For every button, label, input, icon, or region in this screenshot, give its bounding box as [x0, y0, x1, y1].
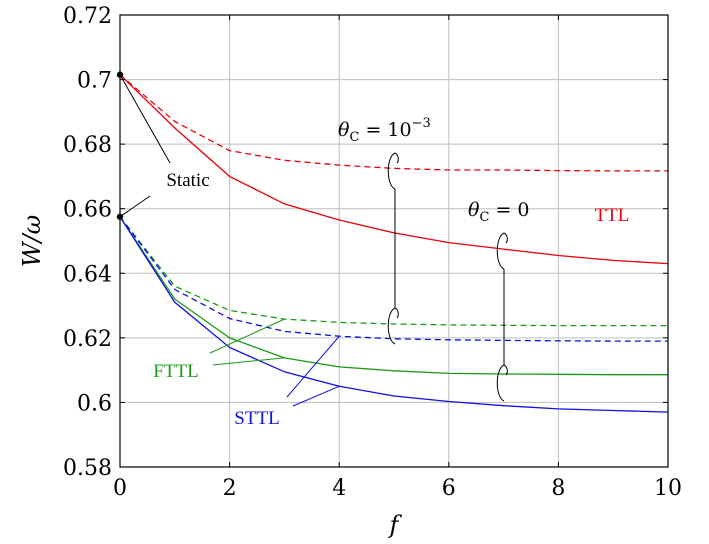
series-line-4: [119, 216, 668, 342]
x-tick-label: 6: [442, 476, 456, 501]
series-line-1: [119, 74, 669, 265]
series-line-0: [119, 74, 668, 172]
sttl-leader-line: [292, 385, 340, 407]
static-leader-line: [119, 195, 151, 218]
axis-ticks: 0 2 4 6 8 10 0.58 0.6 0.62 0.64 0.66 0.68 0.7 0.72: [63, 4, 682, 501]
theta-symbol: θ: [468, 199, 480, 221]
theta-bracket-dashed-green-blue: [387, 307, 399, 345]
fttl-leader-line: [212, 357, 285, 366]
theta-bracket-solid-green-blue: [496, 364, 508, 402]
theta-label-0: θC = 10−3: [338, 116, 431, 145]
x-tick-label: 2: [223, 476, 237, 501]
grid: [120, 15, 668, 467]
x-axis-label: f: [388, 511, 403, 539]
y-tick-label: 0.72: [63, 4, 112, 29]
group-label-ttl: TTL: [595, 205, 630, 226]
series-lines: [119, 74, 669, 413]
x-tick-label: 4: [332, 476, 346, 501]
x-tick-label: 8: [551, 476, 565, 501]
theta-symbol: θ: [338, 119, 350, 141]
y-tick-label: 0.68: [63, 133, 112, 158]
plot-frame: [119, 14, 669, 468]
x-tick-label: 0: [113, 476, 127, 501]
series-line-2: [119, 216, 668, 327]
theta-relation: = 0: [489, 199, 529, 221]
sttl-leader-line: [286, 335, 340, 398]
y-tick-label: 0.66: [63, 198, 112, 223]
x-tick-label: 10: [654, 476, 682, 501]
group-label-sttl: STTL: [234, 408, 279, 429]
theta-exponent: −3: [412, 116, 431, 131]
y-tick-label: 0.6: [77, 391, 112, 416]
y-tick-label: 0.62: [63, 327, 112, 352]
theta-subscript: C: [479, 210, 489, 225]
series-line-5: [119, 216, 669, 413]
y-axis-label: W/ω: [18, 215, 46, 267]
theta-subscript: C: [349, 130, 359, 145]
theta-bracket-dashed-red: [387, 152, 399, 190]
group-label-fttl: FTTL: [153, 361, 198, 382]
static-leader-line: [119, 74, 171, 164]
y-tick-label: 0.64: [63, 262, 112, 287]
static-label: Static: [166, 170, 209, 191]
y-tick-label: 0.7: [77, 69, 112, 94]
series-line-3: [119, 216, 668, 376]
theta-label-1: θC = 0: [468, 199, 530, 225]
fttl-leader-line: [209, 318, 285, 354]
y-tick-label: 0.58: [63, 456, 112, 481]
theta-bracket-solid-red: [496, 232, 508, 270]
theta-relation: = 10: [359, 119, 411, 141]
